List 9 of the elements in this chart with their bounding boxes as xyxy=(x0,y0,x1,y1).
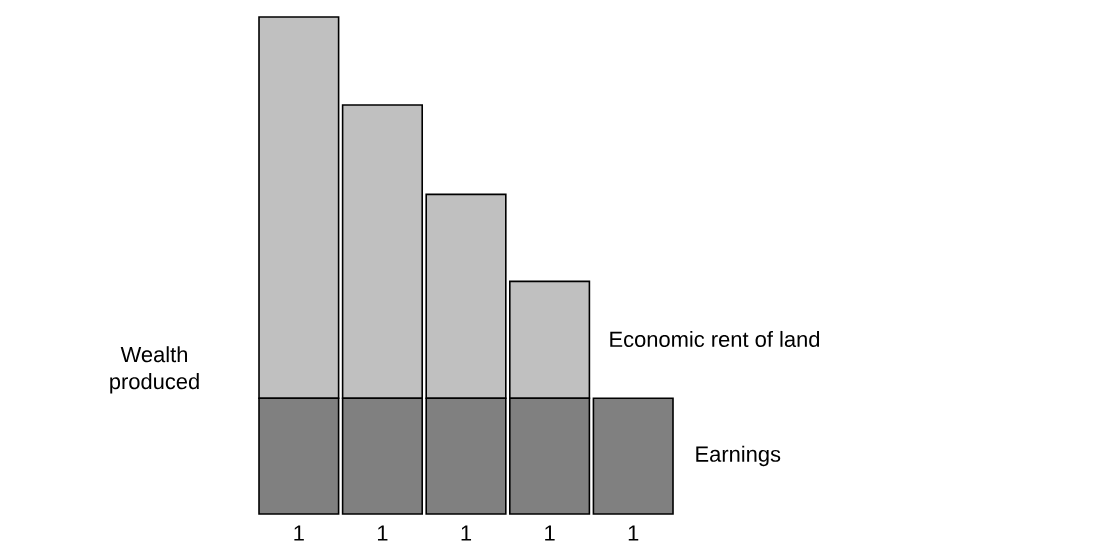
x-tick-label: 1 xyxy=(294,525,304,541)
y-axis-title: Wealth produced xyxy=(110,346,199,394)
x-tick-label: 1 xyxy=(545,525,555,541)
series-label: Earnings xyxy=(696,445,781,467)
x-tick-label: 1 xyxy=(628,525,639,541)
x-tick-label: 1 xyxy=(377,525,388,541)
x-tick-label: 1 xyxy=(461,525,472,541)
series-label: Economic rent of land xyxy=(610,330,820,348)
bar xyxy=(592,397,674,515)
